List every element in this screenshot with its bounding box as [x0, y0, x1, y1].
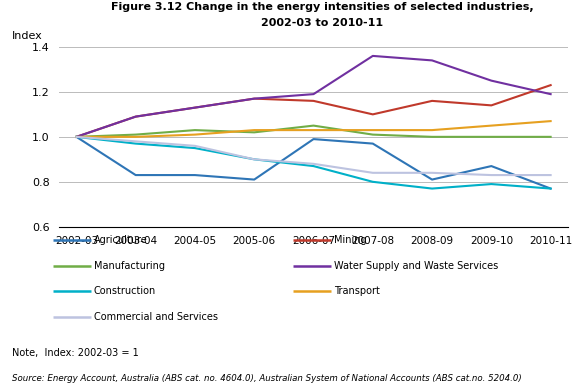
- Text: 2002-03 to 2010-11: 2002-03 to 2010-11: [261, 18, 383, 28]
- Text: Transport: Transport: [334, 286, 380, 296]
- Text: Mining: Mining: [334, 235, 367, 246]
- Text: Source: Energy Account, Australia (ABS cat. no. 4604.0), Australian System of Na: Source: Energy Account, Australia (ABS c…: [12, 374, 522, 383]
- Text: Index: Index: [12, 31, 42, 41]
- Text: Construction: Construction: [94, 286, 156, 296]
- Text: Commercial and Services: Commercial and Services: [94, 312, 218, 322]
- Text: Manufacturing: Manufacturing: [94, 261, 165, 271]
- Text: Water Supply and Waste Services: Water Supply and Waste Services: [334, 261, 498, 271]
- Text: Note,  Index: 2002-03 = 1: Note, Index: 2002-03 = 1: [12, 348, 138, 358]
- Text: Agriculture: Agriculture: [94, 235, 148, 246]
- Text: Figure 3.12 Change in the energy intensities of selected industries,: Figure 3.12 Change in the energy intensi…: [111, 2, 534, 12]
